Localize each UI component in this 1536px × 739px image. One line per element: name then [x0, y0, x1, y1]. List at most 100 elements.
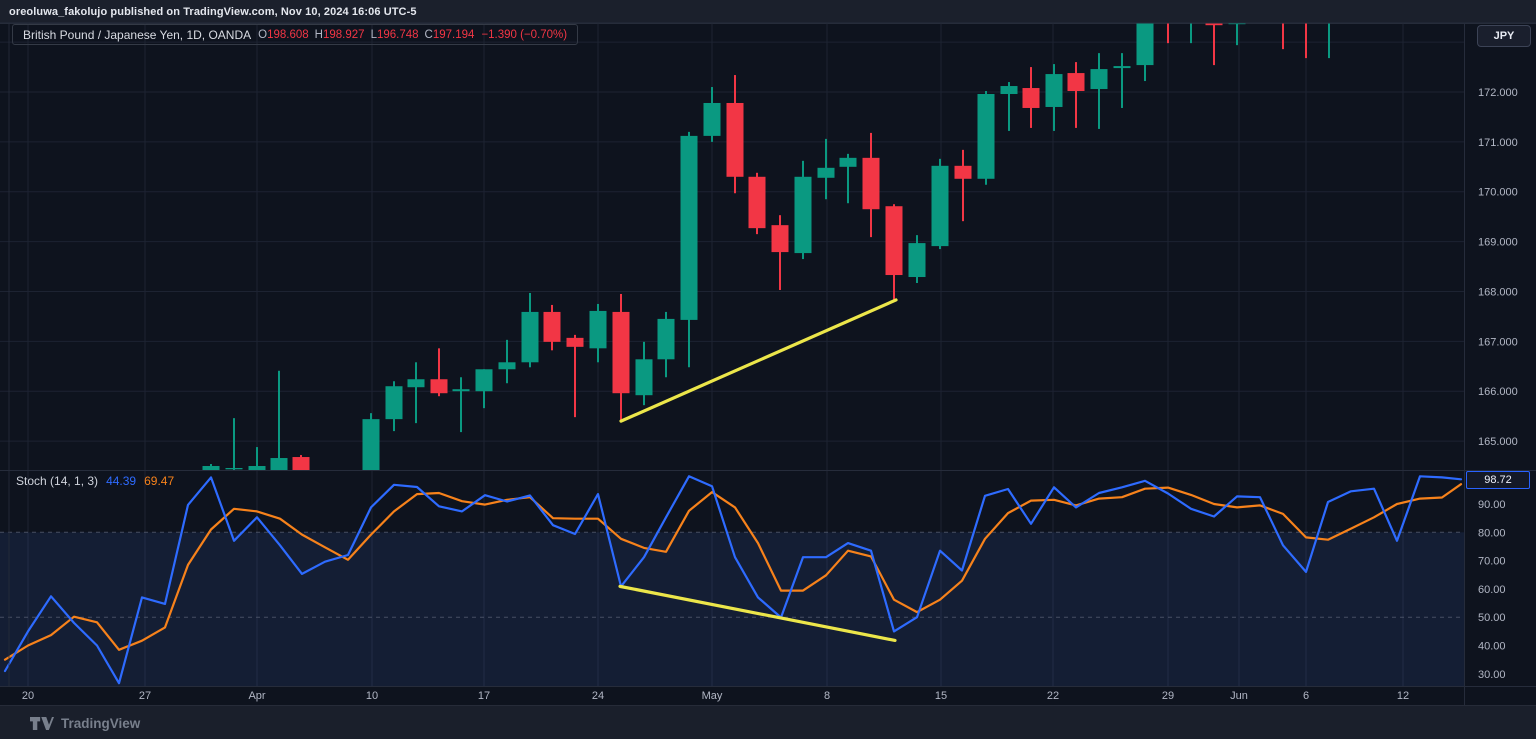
candle-body[interactable] — [1183, 12, 1200, 17]
candle-body[interactable] — [635, 359, 653, 396]
symbol-legend[interactable]: British Pound / Japanese Yen, 1D, OANDA … — [12, 24, 579, 45]
candle-body[interactable] — [248, 466, 266, 470]
time-axis-label[interactable]: 8 — [824, 690, 830, 702]
candle-body[interactable] — [1205, 2, 1223, 26]
footer-bar: TradingView — [0, 705, 1536, 739]
candle-body[interactable] — [839, 157, 857, 167]
candle-body[interactable] — [1275, 12, 1292, 17]
candle-body[interactable] — [1067, 73, 1085, 92]
candle-body[interactable] — [1321, 7, 1338, 17]
stoch-trendline[interactable] — [618, 584, 897, 643]
stoch-axis-label[interactable]: 30.00 — [1478, 669, 1506, 681]
time-axis-label[interactable]: 10 — [366, 690, 378, 702]
price-axis-label[interactable]: 172.000 — [1478, 87, 1518, 99]
candle-body[interactable] — [362, 419, 380, 473]
time-axis-label[interactable]: 24 — [592, 690, 604, 702]
candle-body[interactable] — [726, 102, 744, 177]
stoch-layer — [3, 475, 1463, 685]
time-axis-label[interactable]: May — [702, 690, 723, 702]
candle-body[interactable] — [771, 225, 789, 253]
candle-body[interactable] — [680, 135, 698, 320]
time-axis-label[interactable]: 6 — [1303, 690, 1309, 702]
time-axis-label[interactable]: 20 — [22, 690, 34, 702]
candle-body[interactable] — [748, 176, 766, 229]
close-value: 197.194 — [432, 28, 475, 41]
time-axis-label[interactable]: Jun — [1230, 690, 1248, 702]
price-axis-label[interactable]: 171.000 — [1478, 137, 1518, 149]
price-axis-label[interactable]: 169.000 — [1478, 237, 1518, 249]
price-axis-label[interactable]: 165.000 — [1478, 436, 1518, 448]
candle-body[interactable] — [385, 386, 403, 420]
candle-body[interactable] — [885, 206, 903, 276]
candle-body[interactable] — [1228, 2, 1246, 25]
price-axis-label[interactable]: 167.000 — [1478, 336, 1518, 348]
candle-body[interactable] — [452, 389, 470, 392]
currency-badge[interactable]: JPY — [1477, 25, 1531, 47]
stoch-legend[interactable]: Stoch (14, 1, 3) 44.39 69.47 — [16, 474, 174, 488]
candle-body[interactable] — [292, 457, 310, 470]
stoch-k-line[interactable] — [3, 475, 1463, 685]
candle-body[interactable] — [1090, 69, 1108, 90]
stoch-axis-label[interactable]: 50.00 — [1478, 612, 1506, 624]
stoch-last-value-badge: 98.72 — [1466, 471, 1530, 489]
time-axis-label[interactable]: 17 — [478, 690, 490, 702]
candle-body[interactable] — [908, 243, 926, 278]
time-axis-label[interactable]: 22 — [1047, 690, 1059, 702]
candle-body[interactable] — [817, 167, 835, 178]
low-label: L — [370, 28, 377, 41]
stoch-axis-label[interactable]: 80.00 — [1478, 527, 1506, 539]
stoch-axis-label[interactable]: 70.00 — [1478, 556, 1506, 568]
time-axis-label[interactable]: 27 — [139, 690, 151, 702]
candle-body[interactable] — [1113, 66, 1131, 69]
time-axis-label[interactable]: 29 — [1162, 690, 1174, 702]
candle-body[interactable] — [475, 369, 493, 392]
ohlc-values: O198.608 H198.927 L196.748 C197.194 — [258, 29, 474, 41]
candle-body[interactable] — [543, 311, 561, 342]
candle-body[interactable] — [202, 466, 220, 470]
candle-body[interactable] — [589, 310, 607, 349]
high-value: 198.927 — [322, 28, 365, 41]
stoch-d-value: 69.47 — [144, 474, 175, 488]
stoch-axis-label[interactable]: 90.00 — [1478, 499, 1506, 511]
price-axis-label[interactable]: 170.000 — [1478, 187, 1518, 199]
candle-body[interactable] — [1136, 20, 1154, 66]
price-axis-label[interactable]: 166.000 — [1478, 386, 1518, 398]
tradingview-logo[interactable]: TradingView — [30, 716, 140, 731]
candle-body[interactable] — [977, 94, 995, 179]
open-value: 198.608 — [267, 28, 309, 41]
candle-body[interactable] — [270, 458, 288, 470]
candle-body[interactable] — [931, 165, 949, 247]
candle-body[interactable] — [1045, 74, 1063, 107]
candle-body[interactable] — [1160, 12, 1177, 17]
candle-body[interactable] — [407, 379, 425, 388]
candle-body[interactable] — [1000, 86, 1018, 95]
stoch-axis-label[interactable]: 40.00 — [1478, 641, 1506, 653]
currency-badge-label: JPY — [1493, 30, 1515, 42]
candle-body[interactable] — [612, 311, 630, 394]
high-label: H — [314, 28, 323, 41]
candle-body[interactable] — [954, 165, 972, 179]
time-axis-label[interactable]: 15 — [935, 690, 947, 702]
candle-body[interactable] — [794, 176, 812, 254]
stoch-last-value: 98.72 — [1484, 474, 1512, 486]
candle-body[interactable] — [1022, 88, 1040, 108]
candle-body[interactable] — [657, 318, 675, 360]
stoch-d-line[interactable] — [3, 483, 1463, 661]
candle-body[interactable] — [225, 468, 243, 470]
tradingview-logo-icon — [30, 716, 54, 730]
publish-text: oreoluwa_fakolujo published on TradingVi… — [9, 5, 417, 18]
stoch-axis-label[interactable]: 60.00 — [1478, 584, 1506, 596]
candle-body[interactable] — [521, 311, 539, 363]
price-trendline[interactable] — [619, 298, 898, 423]
time-axis-label[interactable]: Apr — [248, 690, 265, 702]
candle-body[interactable] — [566, 337, 584, 347]
candle-body[interactable] — [862, 157, 880, 210]
candle-body[interactable] — [703, 102, 721, 136]
price-axis-label[interactable]: 168.000 — [1478, 286, 1518, 298]
candle-body[interactable] — [498, 362, 516, 370]
time-axis-label[interactable]: 12 — [1397, 690, 1409, 702]
candle-body[interactable] — [430, 379, 448, 394]
candle-body[interactable] — [1298, 7, 1315, 17]
